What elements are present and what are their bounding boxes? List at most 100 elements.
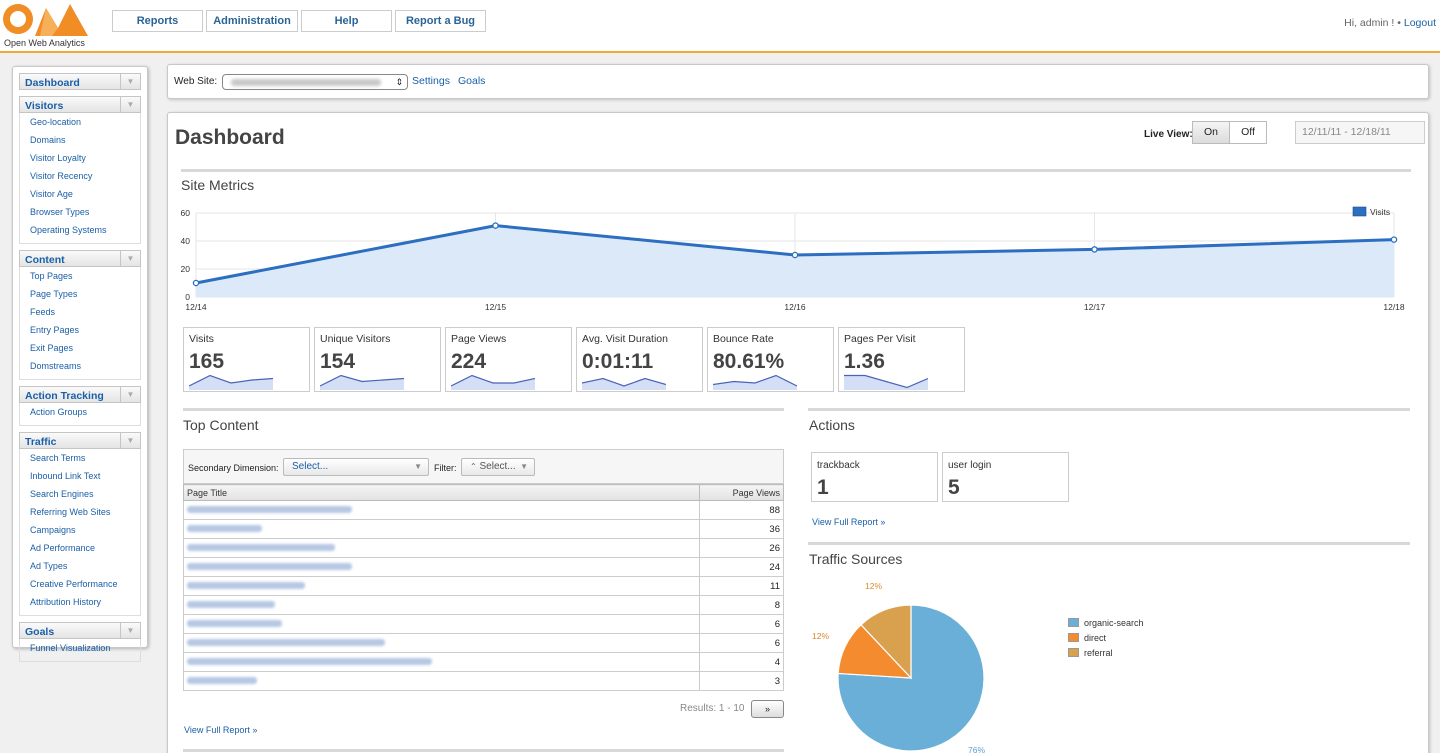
sidebar-item-search-engines[interactable]: Search Engines [30,489,94,499]
sidebar-item-visitor-recency[interactable]: Visitor Recency [30,171,93,181]
metric-bounce-rate: Bounce Rate 80.61% [707,327,834,392]
chevron-down-icon[interactable]: ▼ [120,623,140,638]
sidebar-item-campaigns[interactable]: Campaigns [30,525,76,535]
table-row[interactable]: 26 [183,538,784,558]
secondary-dimension-select[interactable]: Select... ▼ [283,458,429,476]
nav-administration[interactable]: Administration [206,10,298,32]
page-title-cell[interactable] [183,614,700,634]
goals-link[interactable]: Goals [458,75,486,87]
sidebar-group-header[interactable]: Traffic ▼ [19,432,141,449]
nav-report-a-bug[interactable]: Report a Bug [395,10,486,32]
chevron-down-icon[interactable]: ▼ [120,74,140,89]
sparkline-area [582,378,666,390]
sidebar-item-search-terms[interactable]: Search Terms [30,453,86,463]
filter-select[interactable]: ⌃ Select... ▼ [461,458,535,476]
sidebar-item-operating-systems[interactable]: Operating Systems [30,225,107,235]
col-page-title[interactable]: Page Title [183,484,700,501]
logout-link[interactable]: Logout [1403,17,1436,29]
sidebar-group-header[interactable]: Goals ▼ [19,622,141,639]
nav-help[interactable]: Help [301,10,392,32]
table-row[interactable]: 36 [183,519,784,539]
action-label: user login [948,460,992,471]
sidebar-item-page-types[interactable]: Page Types [30,289,78,299]
section-divider [183,749,784,752]
sidebar-group-header[interactable]: Content ▼ [19,250,141,267]
sidebar-item-top-pages[interactable]: Top Pages [30,271,73,281]
page-title-cell[interactable] [183,519,700,539]
nav-reports[interactable]: Reports [112,10,203,32]
sidebar-item-creative-performance[interactable]: Creative Performance [30,579,118,589]
sidebar-item-inbound-link-text[interactable]: Inbound Link Text [30,471,101,481]
legend-swatch [1068,648,1079,657]
sidebar-group-header[interactable]: Visitors ▼ [19,96,141,113]
sparkline-line [713,374,797,387]
visits-point[interactable] [1091,246,1098,253]
sidebar-item-action-groups[interactable]: Action Groups [30,407,88,417]
page-title-cell[interactable] [183,576,700,596]
sidebar-item-visitor-age[interactable]: Visitor Age [30,189,73,199]
table-row[interactable]: 4 [183,652,784,672]
sidebar-item-list: Action Groups [19,403,141,426]
sidebar-item-domstreams[interactable]: Domstreams [30,361,82,371]
page-title-cell[interactable] [183,500,700,520]
dimension-bar: Secondary Dimension: Select... ▼ Filter:… [183,449,784,484]
page-title-cell[interactable] [183,557,700,577]
sidebar-item-list: Funnel Visualization [19,639,141,662]
page-title-cell[interactable] [183,671,700,691]
table-row[interactable]: 6 [183,614,784,634]
col-page-views[interactable]: Page Views [699,484,784,501]
next-page-button[interactable]: » [751,700,784,718]
sidebar-group-header[interactable]: Action Tracking ▼ [19,386,141,403]
live-view-off-button[interactable]: Off [1229,121,1267,144]
chevron-down-icon[interactable]: ▼ [120,387,140,402]
visits-point[interactable] [1390,236,1398,243]
date-range-picker[interactable]: 12/11/11 - 12/18/11 [1295,121,1425,144]
sidebar-item-entry-pages[interactable]: Entry Pages [30,325,80,335]
sidebar-item-visitor-loyalty[interactable]: Visitor Loyalty [30,153,86,163]
action-value: 5 [948,476,960,499]
sidebar-item-ad-types[interactable]: Ad Types [30,561,68,571]
page-title-cell[interactable] [183,633,700,653]
actions-view-full-report[interactable]: View Full Report » [812,517,886,527]
pie-value-label: 12% [812,631,830,641]
redacted-page-title [187,620,282,628]
page-title-cell[interactable] [183,538,700,558]
chevron-down-icon[interactable]: ▼ [120,97,140,112]
redacted-page-title [187,658,432,666]
visits-point[interactable] [492,222,499,229]
sidebar-group-header[interactable]: Dashboard ▼ [19,73,141,90]
settings-link[interactable]: Settings [412,75,450,87]
pie-slice-referral[interactable] [860,604,912,680]
legend-swatch [1352,206,1367,217]
sidebar-item-browser-types[interactable]: Browser Types [30,207,90,217]
dashboard-panel: Dashboard Live View: On Off 12/11/11 - 1… [167,112,1429,753]
sidebar-item-exit-pages[interactable]: Exit Pages [30,343,74,353]
filter-label: Filter: [434,463,457,473]
sidebar-item-ad-performance[interactable]: Ad Performance [30,543,96,553]
live-view-on-button[interactable]: On [1192,121,1230,144]
owa-logo[interactable]: Open Web Analytics [2,2,92,48]
chevron-down-icon[interactable]: ▼ [120,433,140,448]
sidebar-item-domains[interactable]: Domains [30,135,66,145]
sparkline-line [320,374,404,387]
sidebar-item-funnel-visualization[interactable]: Funnel Visualization [30,643,111,653]
sidebar-item-referring-web-sites[interactable]: Referring Web Sites [30,507,111,517]
top-content-view-full-report[interactable]: View Full Report » [184,725,258,735]
table-row[interactable]: 24 [183,557,784,577]
page-title-cell[interactable] [183,595,700,615]
visits-point[interactable] [192,279,200,287]
sidebar-item-attribution-history[interactable]: Attribution History [30,597,102,607]
sidebar-group-visitors: Visitors ▼ Geo-location Domains Visitor Loya… [19,96,141,244]
table-row[interactable]: 11 [183,576,784,596]
table-row[interactable]: 88 [183,500,784,520]
table-row[interactable]: 6 [183,633,784,653]
visits-area [196,225,1394,297]
table-row[interactable]: 8 [183,595,784,615]
visits-point[interactable] [791,251,799,259]
website-select[interactable]: ⇕ [222,74,408,90]
table-row[interactable]: 3 [183,671,784,691]
page-title-cell[interactable] [183,652,700,672]
sidebar-item-geo-location[interactable]: Geo-location [30,117,82,127]
sidebar-item-feeds[interactable]: Feeds [30,307,56,317]
chevron-down-icon[interactable]: ▼ [120,251,140,266]
